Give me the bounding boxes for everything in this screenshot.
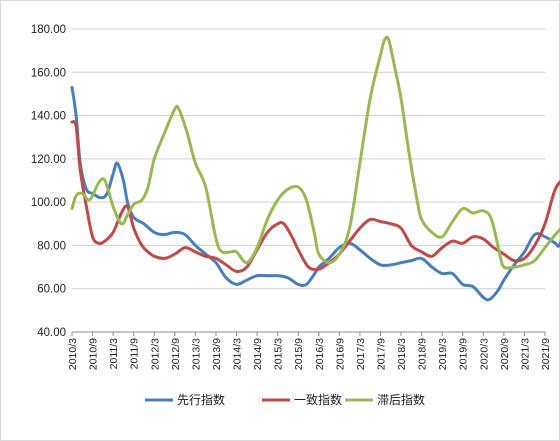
x-tick-label: 2021/9 [540, 338, 552, 370]
x-tick-label: 2015/3 [273, 338, 285, 370]
x-tick-label: 2017/9 [375, 338, 387, 370]
x-tick-label: 2014/9 [252, 338, 264, 370]
x-tick-label: 2010/9 [88, 338, 100, 370]
x-tick-label: 2016/3 [314, 338, 326, 370]
x-tick-label: 2018/9 [417, 338, 429, 370]
x-tick-label: 2011/3 [108, 338, 120, 369]
series-line-1 [70, 85, 560, 302]
x-tick-label: 2010/3 [67, 338, 79, 370]
series-lines [70, 35, 560, 302]
y-tick-label: 100.00 [31, 197, 66, 209]
x-axis-ticks: 2010/3 2010/9 2011/3 2011/9 2012/3 2012/9 2013… [67, 332, 552, 370]
x-tick-label: 2016/9 [334, 338, 346, 370]
legend-label-3: 滞后指数 [377, 392, 425, 407]
y-tick-label: 160.00 [31, 67, 66, 79]
x-tick-label: 2018/3 [396, 338, 408, 370]
x-tick-label: 2014/3 [232, 338, 244, 370]
x-tick-label: 2012/3 [149, 338, 161, 370]
legend-label-2: 一致指数 [294, 392, 342, 407]
y-tick-label: 40.00 [37, 327, 66, 339]
x-tick-label: 2013/9 [211, 338, 223, 370]
x-tick-label: 2012/9 [170, 338, 182, 370]
x-tick-label: 2013/3 [190, 338, 202, 370]
legend: 先行指数 一致指数 滞后指数 [145, 392, 425, 407]
x-tick-label: 2021/3 [519, 338, 531, 370]
x-tick-label: 2019/3 [437, 338, 449, 370]
x-tick-label: 2020/9 [499, 338, 511, 370]
y-tick-label: 140.00 [31, 111, 66, 123]
gridlines [72, 28, 545, 333]
y-tick-label: 180.00 [31, 24, 66, 36]
legend-label-1: 先行指数 [177, 392, 225, 407]
x-tick-label: 2015/9 [293, 338, 305, 370]
y-axis-ticks: 40.00 60.00 80.00 100.00 120.00 140.00 160.00 1… [31, 24, 66, 339]
x-tick-label: 2017/3 [355, 338, 367, 370]
y-tick-label: 60.00 [37, 284, 66, 296]
series-line-3 [70, 35, 560, 270]
y-tick-label: 80.00 [37, 240, 66, 252]
x-tick-label: 2020/3 [478, 338, 490, 370]
x-tick-label: 2019/9 [458, 338, 470, 370]
y-tick-label: 120.00 [31, 154, 66, 166]
series-line-2 [70, 120, 560, 273]
x-tick-label: 2011/9 [129, 338, 141, 369]
